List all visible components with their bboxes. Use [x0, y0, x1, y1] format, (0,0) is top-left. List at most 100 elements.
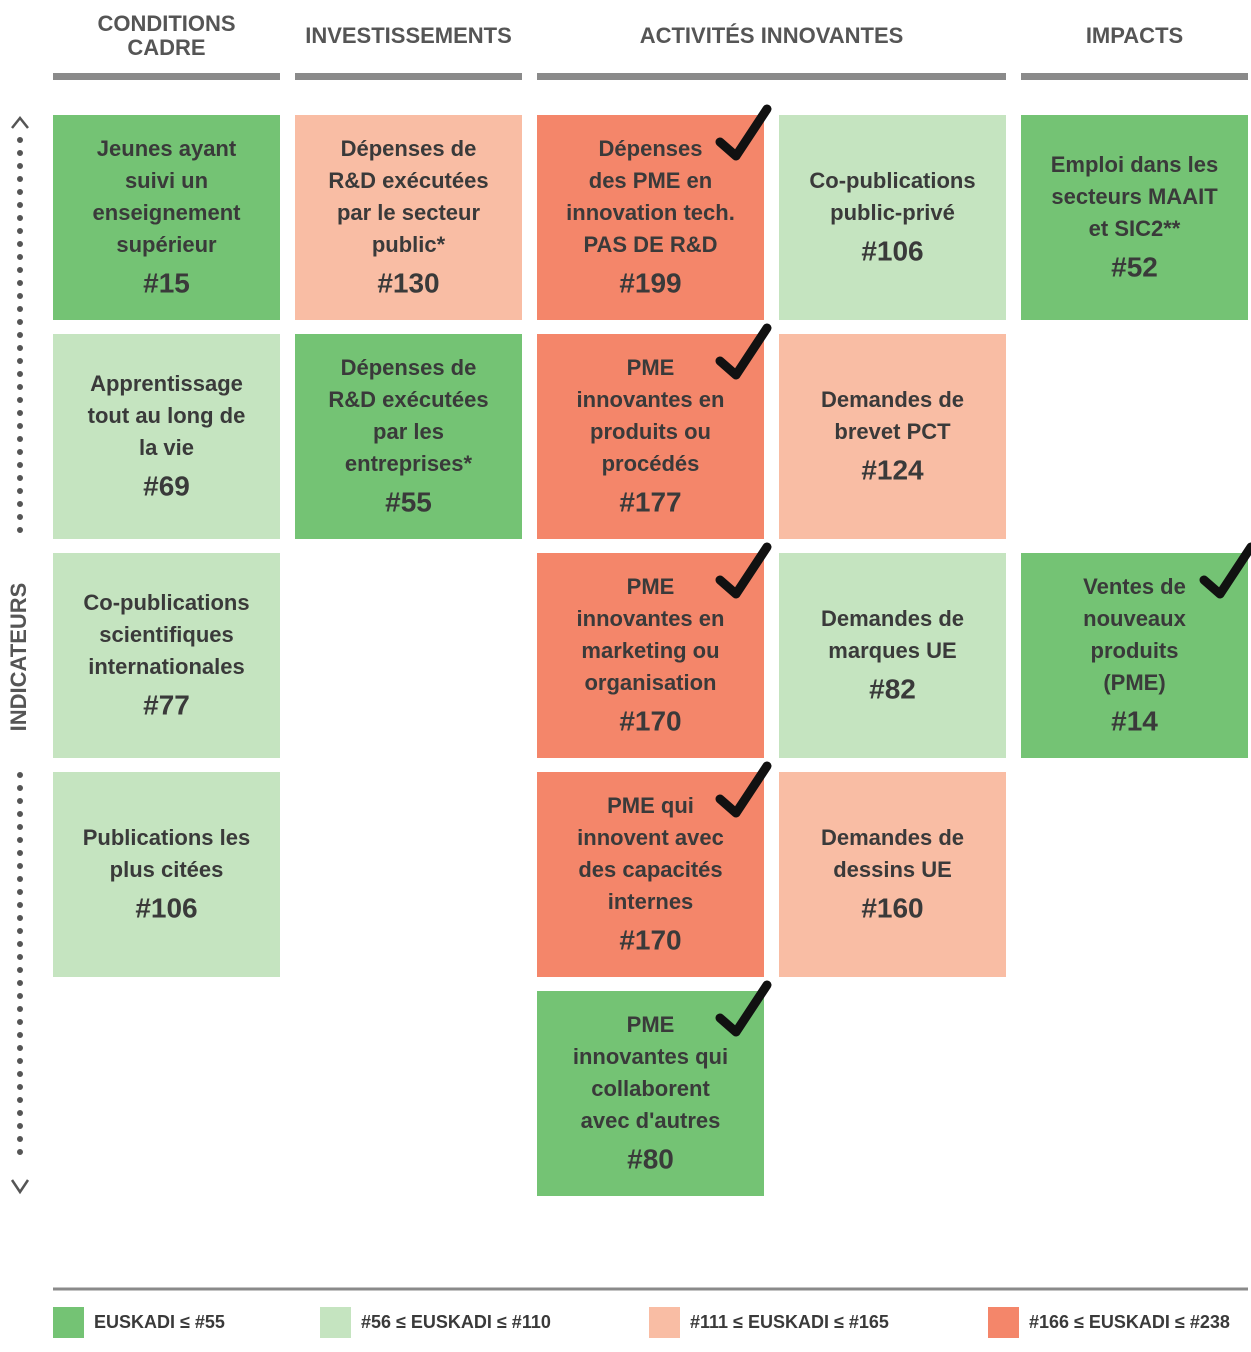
indicator-label: suivi un	[125, 168, 208, 193]
indicator-rank: #82	[869, 673, 916, 704]
indicator-label: et SIC2**	[1089, 216, 1181, 241]
indicator-label: produits	[1091, 638, 1179, 663]
indicator-label: Publications les	[83, 825, 251, 850]
indicator-cell	[53, 772, 280, 977]
indicator-cell	[295, 334, 522, 539]
indicator-label: marques UE	[828, 638, 956, 663]
indicator-label: supérieur	[116, 232, 217, 257]
legend-label: #56 ≤ EUSKADI ≤ #110	[361, 1312, 551, 1332]
indicator-label: R&D exécutées	[328, 387, 488, 412]
indicator-rank: #160	[861, 892, 923, 923]
indicator-label: innovent avec	[577, 825, 724, 850]
indicator-label: Dépenses de	[341, 136, 477, 161]
indicator-label: PME	[627, 1012, 675, 1037]
legend-swatch	[988, 1307, 1019, 1338]
indicator-label: Dépenses	[599, 136, 703, 161]
arrow-down	[10, 1179, 30, 1195]
header-bar	[537, 73, 1006, 80]
legend-swatch	[53, 1307, 84, 1338]
indicator-label: Demandes de	[821, 825, 964, 850]
indicator-rank: #52	[1111, 251, 1158, 282]
check-mark	[1199, 542, 1251, 599]
indicator-label: Dépenses de	[341, 355, 477, 380]
header-bar	[53, 73, 280, 80]
indicator-cell	[779, 772, 1006, 977]
indicator-label: organisation	[584, 670, 716, 695]
side-label: INDICATEURS	[6, 583, 31, 732]
indicator-rank: #130	[377, 267, 439, 298]
indicator-label: produits ou	[590, 419, 711, 444]
indicator-cell	[779, 115, 1006, 320]
indicator-rank: #80	[627, 1143, 674, 1174]
indicator-label: Demandes de	[821, 606, 964, 631]
column-header: IMPACTS	[1086, 23, 1183, 48]
indicator-label: enseignement	[93, 200, 242, 225]
indicator-cell	[1021, 115, 1248, 320]
indicator-label: scientifiques	[99, 622, 233, 647]
indicator-label: entreprises*	[345, 451, 473, 476]
legend-label: #111 ≤ EUSKADI ≤ #165	[690, 1312, 889, 1332]
indicator-label: procédés	[602, 451, 700, 476]
check-mark	[715, 104, 772, 161]
indicator-label: PAS DE R&D	[583, 232, 717, 257]
indicator-label: PME qui	[607, 793, 694, 818]
indicator-cell	[295, 115, 522, 320]
indicator-label: plus citées	[110, 857, 224, 882]
indicator-label: Co-publications	[809, 168, 975, 193]
indicator-label: dessins UE	[833, 857, 952, 882]
indicator-label: public-privé	[830, 200, 955, 225]
indicator-rank: #15	[143, 267, 190, 298]
indicator-label: Emploi dans les	[1051, 152, 1219, 177]
column-header: INVESTISSEMENTS	[305, 23, 512, 48]
column-header: CONDITIONS	[97, 11, 235, 36]
side-indicator: INDICATEURS	[6, 115, 31, 1195]
indicator-label: innovantes en	[577, 606, 725, 631]
legend-label: #166 ≤ EUSKADI ≤ #238	[1029, 1312, 1230, 1332]
indicator-cell	[53, 115, 280, 320]
indicator-label: par le secteur	[337, 200, 481, 225]
indicator-label: marketing ou	[581, 638, 719, 663]
indicator-label: Demandes de	[821, 387, 964, 412]
indicator-rank: #14	[1111, 705, 1158, 736]
indicator-label: Co-publications	[83, 590, 249, 615]
indicator-rank: #124	[861, 454, 924, 485]
indicator-label: brevet PCT	[834, 419, 951, 444]
column-header: CADRE	[127, 35, 205, 60]
indicator-label: des PME en	[589, 168, 712, 193]
indicator-label: Ventes de	[1083, 574, 1186, 599]
indicator-cell	[779, 553, 1006, 758]
check-mark	[715, 980, 772, 1037]
indicator-label: innovation tech.	[566, 200, 735, 225]
indicator-label: innovantes en	[577, 387, 725, 412]
indicator-label: innovantes qui	[573, 1044, 728, 1069]
indicator-label: PME	[627, 355, 675, 380]
indicator-label: internes	[608, 889, 694, 914]
indicator-label: public*	[372, 232, 446, 257]
header-bar	[295, 73, 522, 80]
indicator-label: avec d'autres	[581, 1108, 721, 1133]
indicator-label: Jeunes ayant	[97, 136, 237, 161]
indicator-rank: #199	[619, 267, 681, 298]
legend-label: EUSKADI ≤ #55	[94, 1312, 225, 1332]
header-bar	[1021, 73, 1248, 80]
indicator-rank: #170	[619, 705, 681, 736]
indicator-rank: #55	[385, 486, 432, 517]
indicator-cell	[53, 334, 280, 539]
indicator-label: tout au long de	[88, 403, 246, 428]
indicator-label: par les	[373, 419, 444, 444]
indicator-rank: #106	[135, 892, 197, 923]
indicator-rank: #170	[619, 924, 681, 955]
indicator-label: nouveaux	[1083, 606, 1186, 631]
check-mark	[715, 542, 772, 599]
indicator-label: Apprentissage	[90, 371, 243, 396]
legend-swatch	[649, 1307, 680, 1338]
indicator-label: des capacités	[578, 857, 722, 882]
indicator-rank: #106	[861, 235, 923, 266]
indicator-label: la vie	[139, 435, 194, 460]
column-header: ACTIVITÉS INNOVANTES	[640, 23, 904, 48]
indicator-label: (PME)	[1103, 670, 1165, 695]
indicator-rank: #77	[143, 689, 190, 720]
arrow-up	[11, 115, 29, 129]
check-mark	[715, 323, 772, 380]
